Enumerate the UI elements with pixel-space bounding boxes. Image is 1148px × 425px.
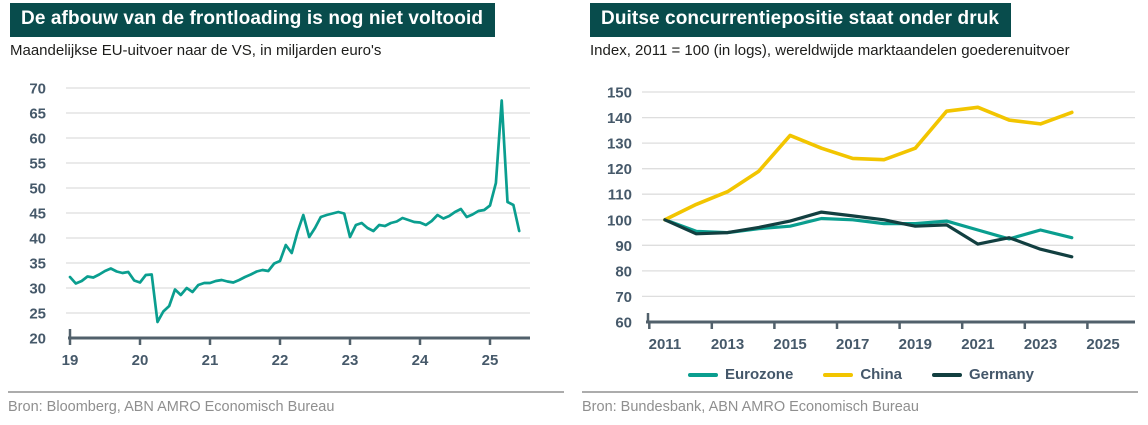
legend-item-eurozone: Eurozone [687, 366, 794, 383]
svg-text:20: 20 [29, 331, 46, 348]
line-chart-eu-exports-to-us: 20 25 30 35 40 45 50 55 60 65 70 19 20 21 22 23 24 25 [29, 81, 530, 369]
svg-text:55: 55 [29, 156, 46, 173]
svg-text:25: 25 [482, 352, 499, 369]
source-text-left: Bron: Bloomberg, ABN AMRO Economisch Bur… [8, 399, 335, 415]
panel-left-subtitle: Maandelijkse EU-uitvoer naar de VS, in m… [10, 42, 382, 59]
source-note-right: Bron: Bundesbank, ABN AMRO Economisch Bu… [582, 391, 1138, 415]
svg-text:23: 23 [342, 352, 359, 369]
panel-left-title-bar: De afbouw van de frontloading is nog nie… [10, 3, 496, 37]
svg-text:2019: 2019 [899, 336, 932, 353]
source-text-right: Bron: Bundesbank, ABN AMRO Economisch Bu… [582, 399, 919, 415]
svg-text:60: 60 [615, 315, 632, 332]
panel-right-title: Duitse concurrentiepositie staat onder d… [601, 8, 1000, 29]
panel-right: Duitse concurrentiepositie staat onder d… [574, 0, 1148, 425]
line-chart-export-market-shares: 60 70 80 90 100 110 120 130 140 150 2011 2013 2015 20… [607, 85, 1135, 353]
svg-text:2015: 2015 [773, 336, 806, 353]
svg-text:100: 100 [607, 212, 632, 229]
svg-text:20: 20 [132, 352, 149, 369]
svg-text:45: 45 [29, 206, 46, 223]
svg-text:65: 65 [29, 106, 46, 123]
svg-text:2025: 2025 [1086, 336, 1119, 353]
svg-text:30: 30 [29, 281, 46, 298]
svg-text:90: 90 [615, 238, 632, 255]
svg-text:120: 120 [607, 161, 632, 178]
legend-swatch-eurozone [687, 372, 718, 377]
panel-right-subtitle: Index, 2011 = 100 (in logs), wereldwijde… [590, 42, 1070, 59]
svg-text:35: 35 [29, 256, 46, 273]
svg-text:25: 25 [29, 306, 46, 323]
source-note-left: Bron: Bloomberg, ABN AMRO Economisch Bur… [8, 391, 564, 415]
svg-text:2023: 2023 [1024, 336, 1057, 353]
legend-label-eurozone: Eurozone [724, 366, 794, 383]
svg-text:70: 70 [615, 289, 632, 306]
svg-text:2021: 2021 [961, 336, 994, 353]
svg-text:50: 50 [29, 181, 46, 198]
legend-label-china: China [860, 366, 902, 383]
svg-text:22: 22 [272, 352, 289, 369]
svg-text:40: 40 [29, 231, 46, 248]
legend-item-china: China [823, 366, 902, 383]
svg-text:19: 19 [62, 352, 79, 369]
panel-left-title: De afbouw van de frontloading is nog nie… [21, 8, 484, 29]
svg-text:140: 140 [607, 110, 632, 127]
svg-text:80: 80 [615, 263, 632, 280]
svg-text:130: 130 [607, 136, 632, 153]
svg-text:70: 70 [29, 81, 46, 98]
legend-label-germany: Germany [968, 366, 1035, 383]
svg-text:21: 21 [202, 352, 219, 369]
svg-text:2017: 2017 [836, 336, 869, 353]
svg-text:60: 60 [29, 131, 46, 148]
panel-right-title-bar: Duitse concurrentiepositie staat onder d… [590, 3, 1012, 37]
svg-text:2011: 2011 [649, 336, 682, 353]
svg-text:150: 150 [607, 85, 632, 102]
svg-text:110: 110 [608, 187, 632, 204]
svg-text:24: 24 [412, 352, 429, 369]
legend-item-germany: Germany [931, 366, 1035, 383]
legend-swatch-china [823, 372, 854, 377]
legend-swatch-germany [931, 372, 962, 377]
svg-text:2013: 2013 [711, 336, 744, 353]
legend: Eurozone China Germany [574, 366, 1148, 383]
panel-left: De afbouw van de frontloading is nog nie… [8, 3, 564, 415]
